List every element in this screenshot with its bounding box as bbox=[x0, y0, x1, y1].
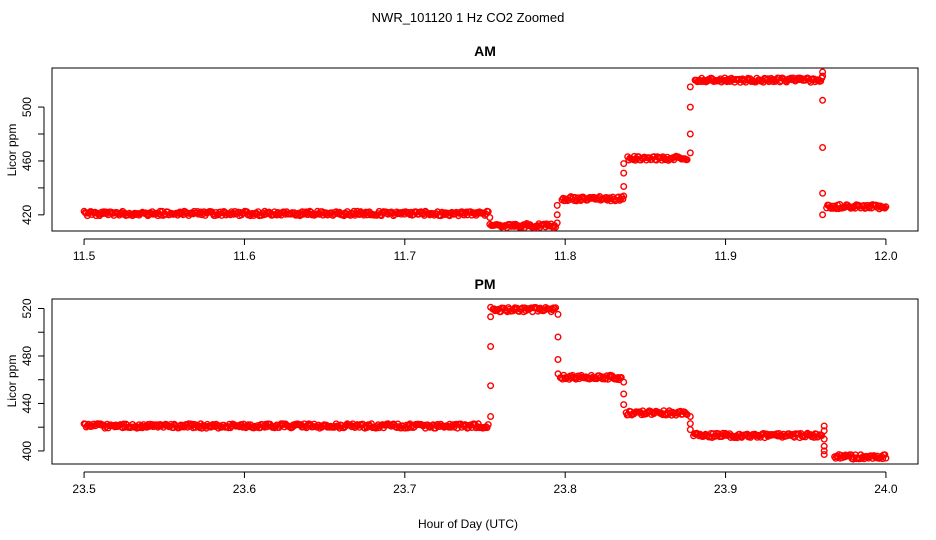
pm-x-tick-label: 23.6 bbox=[233, 482, 257, 496]
pm-data-point bbox=[820, 435, 828, 443]
am-data-point bbox=[620, 169, 628, 177]
am-x-tick-label: 11.5 bbox=[73, 249, 96, 263]
am-data-point bbox=[881, 204, 889, 212]
pm-data-point bbox=[820, 422, 828, 430]
pm-data-point bbox=[484, 421, 492, 429]
am-data-point bbox=[553, 219, 561, 227]
pm-x-axis: 23.5 23.6 23.7 23.8 23.9 24.0 bbox=[72, 471, 898, 496]
pm-y-axis: 400 440 480 520 bbox=[20, 298, 45, 461]
pm-data-point bbox=[820, 427, 828, 435]
pm-data-point bbox=[554, 333, 562, 341]
am-data-point bbox=[819, 143, 827, 151]
am-points bbox=[80, 68, 890, 232]
am-data-point bbox=[552, 223, 560, 231]
x-axis-label: Hour of Day (UTC) bbox=[418, 517, 518, 531]
am-plot-frame bbox=[51, 67, 919, 232]
pm-data-point bbox=[820, 442, 828, 450]
pm-y-tick-label: 480 bbox=[20, 346, 34, 366]
am-data-point bbox=[819, 189, 827, 197]
pm-x-tick-label: 23.8 bbox=[554, 482, 578, 496]
am-x-tick-label: 11.8 bbox=[554, 249, 577, 263]
am-data-point bbox=[553, 201, 561, 209]
am-data-point bbox=[619, 195, 627, 203]
am-x-axis: 11.5 11.6 11.7 11.8 11.9 12.0 bbox=[73, 238, 898, 263]
am-data-point bbox=[686, 103, 694, 111]
pm-plot-frame bbox=[51, 298, 919, 465]
am-y-tick-label: 500 bbox=[20, 97, 34, 117]
pm-data-point bbox=[487, 413, 495, 421]
am-y-axis-label: Licor ppm bbox=[5, 124, 19, 177]
pm-points bbox=[80, 303, 890, 463]
pm-data-point bbox=[882, 454, 890, 462]
am-panel: AM Licor ppm 11.5 11.6 11.7 11.8 11.9 12.0 42… bbox=[5, 43, 919, 263]
am-y-tick-label: 460 bbox=[20, 151, 34, 171]
am-data-point bbox=[683, 156, 691, 164]
pm-y-tick-label: 520 bbox=[20, 298, 34, 318]
pm-data-point bbox=[620, 401, 628, 409]
am-data-point bbox=[620, 182, 628, 190]
pm-data-point bbox=[554, 356, 562, 364]
am-data-point bbox=[620, 160, 628, 168]
pm-data-point bbox=[620, 390, 628, 398]
pm-data-point bbox=[686, 413, 694, 421]
pm-x-tick-label: 23.7 bbox=[393, 482, 417, 496]
am-data-point bbox=[620, 192, 628, 200]
pm-x-tick-label: 23.5 bbox=[72, 482, 96, 496]
am-data-point bbox=[686, 83, 694, 91]
am-data-point bbox=[882, 203, 890, 211]
am-data-point bbox=[686, 130, 694, 138]
am-data-point bbox=[819, 211, 827, 219]
am-y-axis: 420 460 500 bbox=[20, 97, 45, 225]
pm-y-tick-label: 400 bbox=[20, 441, 34, 461]
pm-data-point bbox=[554, 370, 562, 378]
pm-y-tick-label: 440 bbox=[20, 393, 34, 413]
am-data-point bbox=[819, 96, 827, 104]
pm-y-axis-label: Licor ppm bbox=[5, 355, 19, 408]
am-data-point bbox=[686, 149, 694, 157]
am-data-point bbox=[819, 72, 827, 80]
pm-data-point bbox=[686, 426, 694, 434]
am-data-point bbox=[819, 68, 827, 76]
pm-data-point bbox=[487, 343, 495, 351]
pm-panel: PM Licor ppm 23.5 23.6 23.7 23.8 23.9 24.0 40… bbox=[5, 276, 919, 496]
am-x-tick-label: 12.0 bbox=[874, 249, 898, 263]
pm-data-point bbox=[881, 451, 889, 459]
pm-data-point bbox=[551, 305, 559, 313]
am-data-point bbox=[486, 220, 494, 228]
pm-x-tick-label: 24.0 bbox=[874, 482, 898, 496]
pm-data-point bbox=[487, 313, 495, 321]
am-data-point bbox=[553, 211, 561, 219]
am-x-tick-label: 11.9 bbox=[714, 249, 737, 263]
am-x-tick-label: 11.6 bbox=[233, 249, 256, 263]
pm-data-point bbox=[487, 382, 495, 390]
am-y-tick-label: 420 bbox=[20, 205, 34, 225]
pm-x-tick-label: 23.9 bbox=[714, 482, 738, 496]
pm-data-point bbox=[552, 304, 560, 312]
figure-title: NWR_101120 1 Hz CO2 Zoomed bbox=[372, 10, 565, 25]
am-panel-title: AM bbox=[474, 43, 496, 59]
pm-data-point bbox=[554, 310, 562, 318]
pm-data-point bbox=[820, 447, 828, 455]
pm-data-point bbox=[820, 451, 828, 459]
am-data-point bbox=[486, 213, 494, 221]
pm-data-point bbox=[487, 303, 495, 311]
pm-panel-title: PM bbox=[475, 276, 496, 292]
pm-data-point bbox=[620, 378, 628, 386]
am-x-tick-label: 11.7 bbox=[394, 249, 417, 263]
